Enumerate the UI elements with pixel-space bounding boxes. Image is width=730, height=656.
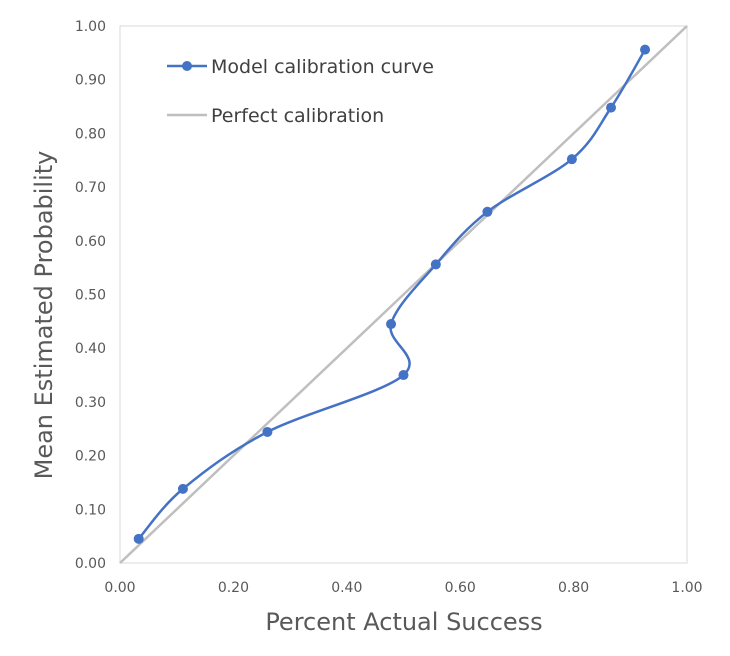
model-data-point-2 bbox=[177, 483, 188, 494]
y-tick-label: 0.10 bbox=[75, 502, 106, 518]
model-data-point-5 bbox=[386, 319, 397, 330]
x-tick-label: 1.00 bbox=[671, 580, 702, 596]
y-tick-label: 0.60 bbox=[75, 234, 106, 250]
y-tick-label: 0.00 bbox=[75, 556, 106, 572]
model-data-point-3 bbox=[262, 426, 273, 437]
y-tick-label: 0.80 bbox=[75, 126, 106, 142]
x-axis-title: Percent Actual Success bbox=[265, 608, 542, 636]
y-tick-label: 0.90 bbox=[75, 73, 106, 89]
x-axis-ticks: 0.00 0.20 0.40 0.60 0.80 1.00 bbox=[104, 580, 702, 596]
perfect-calibration-line bbox=[119, 25, 688, 564]
y-tick-label: 0.30 bbox=[75, 395, 106, 411]
model-data-point-7 bbox=[482, 206, 493, 217]
x-tick-label: 0.60 bbox=[445, 580, 476, 596]
model-data-point-9 bbox=[606, 102, 617, 113]
model-calibration-layer bbox=[133, 44, 651, 544]
model-data-point-6 bbox=[430, 259, 441, 270]
y-tick-label: 1.00 bbox=[75, 19, 106, 35]
model-data-point-10 bbox=[640, 44, 651, 55]
model-calibration-curve bbox=[137, 48, 647, 541]
y-tick-label: 0.40 bbox=[75, 341, 106, 357]
model-data-point-8 bbox=[566, 154, 577, 165]
x-tick-label: 0.20 bbox=[218, 580, 249, 596]
perfect-calibration-layer bbox=[119, 25, 688, 564]
y-tick-label: 0.20 bbox=[75, 449, 106, 465]
x-tick-label: 0.40 bbox=[331, 580, 362, 596]
legend-model-marker bbox=[182, 61, 192, 71]
y-axis-title: Mean Estimated Probability bbox=[30, 151, 58, 480]
model-data-point-1 bbox=[133, 533, 144, 544]
x-tick-label: 0.80 bbox=[558, 580, 589, 596]
legend: Model calibration curve Perfect calibrat… bbox=[167, 56, 434, 127]
y-axis-ticks: 0.00 0.10 0.20 0.30 0.40 0.50 0.60 0.70 0.80 0.90… bbox=[75, 19, 106, 572]
y-tick-label: 0.50 bbox=[75, 288, 106, 304]
model-data-point-4 bbox=[398, 370, 409, 381]
x-tick-label: 0.00 bbox=[104, 580, 135, 596]
legend-model-label: Model calibration curve bbox=[211, 56, 434, 78]
legend-perfect-label: Perfect calibration bbox=[211, 105, 384, 127]
y-tick-label: 0.70 bbox=[75, 180, 106, 196]
